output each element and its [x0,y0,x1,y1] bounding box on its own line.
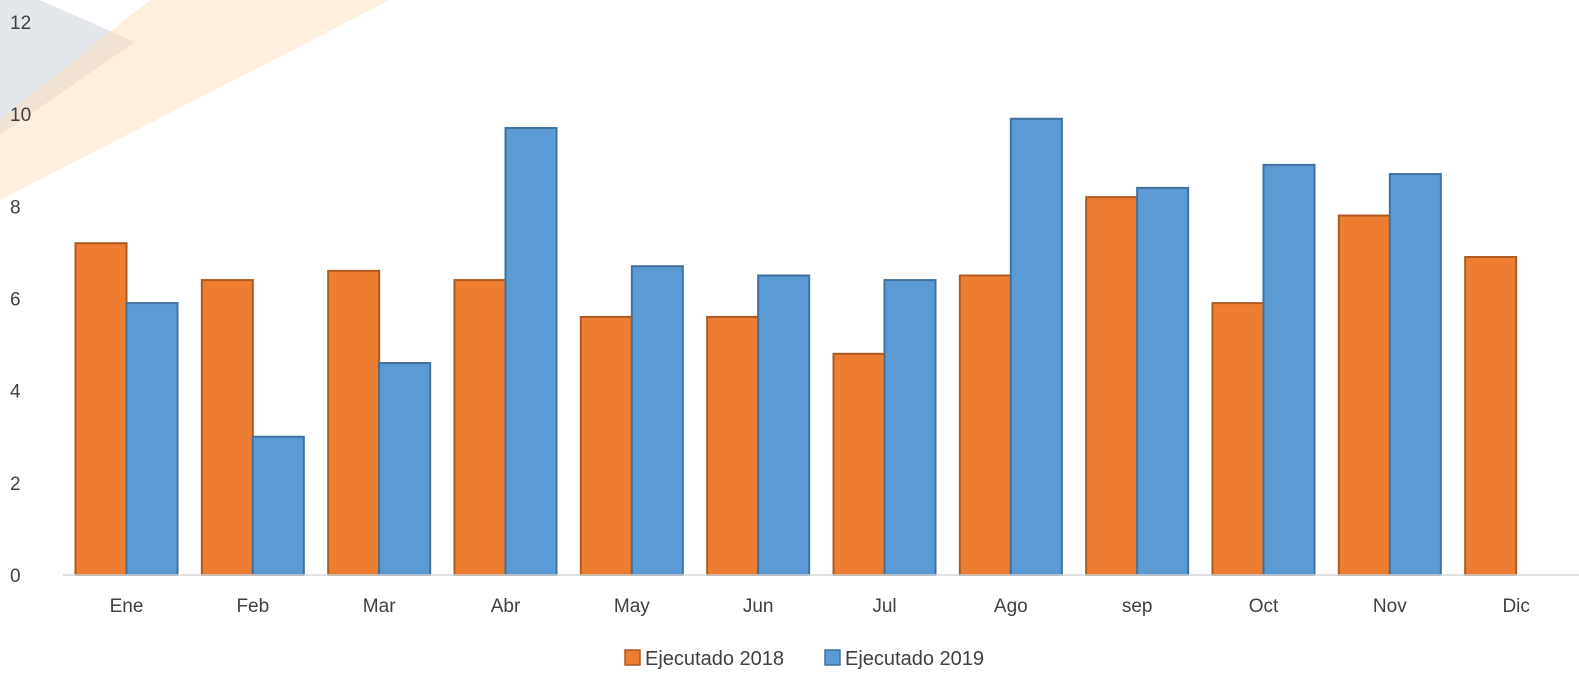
bar-ejecutado-2018-ene [74,242,128,576]
y-tick-label: 2 [10,474,21,495]
bar-ejecutado-2019-nov [1388,173,1442,576]
x-tick-label: Jul [872,596,896,617]
bar-ejecutado-2019-oct [1262,163,1316,576]
y-tick-label: 6 [10,290,21,311]
bar-ejecutado-2019-may [630,265,684,576]
bar-ejecutado-2018-nov [1337,214,1391,577]
bar-ejecutado-2019-jul [883,279,937,576]
bar-ejecutado-2019-abr [504,126,558,576]
bar-ejecutado-2018-abr [453,279,507,576]
bar-ejecutado-2019-mar [378,362,432,576]
legend: Ejecutado 2018 Ejecutado 2019 [624,648,984,670]
legend-swatch [824,649,841,666]
bar-ejecutado-2018-sep [1085,196,1139,576]
x-tick-label: Ago [994,596,1028,617]
bar-ejecutado-2019-jun [757,274,811,576]
bar-ejecutado-2018-jul [832,352,886,576]
y-tick-label: 0 [10,566,21,587]
x-tick-label: May [614,596,650,617]
x-tick-label: Feb [236,596,269,617]
x-tick-label: Mar [363,596,396,617]
legend-label: Ejecutado 2019 [845,648,984,670]
bar-ejecutado-2019-ene [125,302,179,576]
x-tick-label: Nov [1373,596,1407,617]
y-tick-label: 12 [10,13,31,34]
bar-ejecutado-2019-feb [251,435,305,576]
bars [74,117,1518,577]
x-tick-label: Oct [1249,596,1279,617]
bar-ejecutado-2018-may [579,315,633,576]
bar-ejecutado-2018-dic [1464,256,1518,576]
bar-ejecutado-2019-sep [1136,186,1190,576]
legend-label: Ejecutado 2018 [645,648,784,670]
bar-ejecutado-2018-jun [706,315,760,576]
bar-ejecutado-2019-ago [1009,117,1063,577]
y-axis-tick-labels: 0 2 4 6 8 10 12 [10,13,31,587]
y-tick-label: 4 [10,382,21,403]
bar-ejecutado-2018-mar [327,269,381,576]
x-axis-tick-labels: Ene Feb Mar Abr May Jun Jul Ago sep Oct Nov Dic [110,596,1530,617]
legend-swatch [624,649,641,666]
y-tick-label: 8 [10,197,21,218]
bar-ejecutado-2018-ago [958,274,1012,576]
x-tick-label: sep [1122,596,1153,617]
x-tick-label: Jun [743,596,774,617]
legend-item-ejecutado-2019: Ejecutado 2019 [824,648,984,670]
bar-ejecutado-2018-oct [1211,302,1265,576]
x-tick-label: Ene [110,596,144,617]
legend-item-ejecutado-2018: Ejecutado 2018 [624,648,784,670]
bar-ejecutado-2018-feb [200,279,254,576]
x-tick-label: Dic [1502,596,1529,617]
x-tick-label: Abr [491,596,521,617]
y-tick-label: 10 [10,105,31,126]
